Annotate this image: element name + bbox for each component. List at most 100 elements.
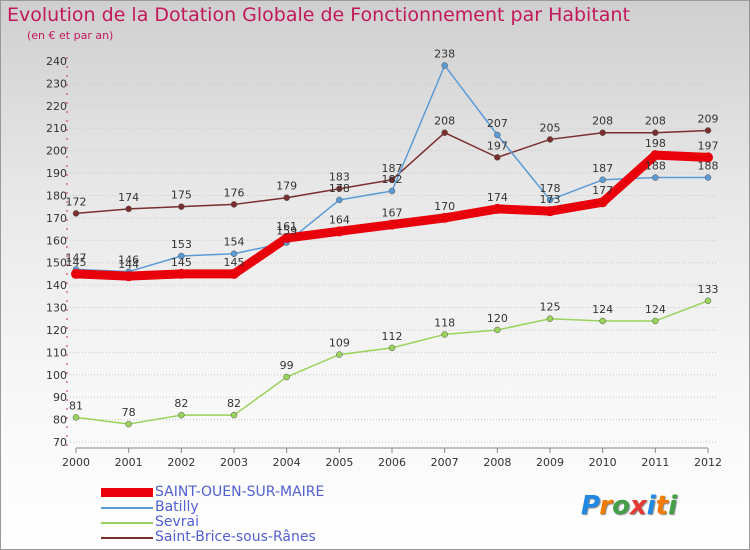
y-tick-label: 160 (46, 234, 67, 247)
chart-title: Evolution de la Dotation Globale de Fonc… (7, 4, 630, 26)
x-tick-label: 2006 (378, 456, 406, 469)
data-point (388, 176, 396, 184)
data-point (283, 194, 290, 201)
data-label: 81 (69, 399, 83, 412)
data-point (703, 152, 713, 163)
data-point (283, 373, 290, 381)
data-label: 124 (645, 303, 666, 316)
data-label: 164 (329, 213, 350, 226)
data-point (494, 326, 501, 334)
y-tick-label: 210 (46, 122, 67, 135)
y-tick-label: 90 (53, 391, 67, 404)
data-label: 118 (434, 316, 455, 329)
data-point (652, 174, 659, 181)
legend-swatch (101, 537, 153, 539)
data-label: 170 (434, 200, 455, 213)
data-label: 176 (224, 186, 245, 199)
data-label: 120 (487, 312, 508, 325)
data-point (546, 315, 554, 322)
data-label: 124 (592, 303, 613, 316)
data-label: 82 (227, 397, 241, 410)
data-point (599, 129, 606, 136)
data-point (336, 196, 343, 204)
y-tick-label: 240 (46, 55, 67, 68)
data-point (599, 176, 606, 184)
logo-letter: i (668, 491, 678, 521)
x-tick-label: 2003 (220, 456, 248, 469)
data-label: 159 (276, 225, 297, 238)
legend-label: Sevrai (155, 514, 200, 530)
data-label: 208 (645, 115, 666, 128)
x-tick-label: 2007 (431, 456, 459, 469)
data-point (334, 226, 345, 237)
data-point (597, 197, 608, 208)
data-point (72, 414, 80, 421)
y-tick-label: 180 (46, 189, 67, 202)
x-tick-label: 2001 (115, 456, 143, 469)
y-tick-label: 150 (46, 257, 67, 270)
data-label: 209 (698, 112, 719, 125)
data-point (281, 233, 292, 244)
data-point (388, 187, 396, 195)
data-point (494, 131, 501, 139)
data-point (71, 268, 81, 279)
data-point (387, 219, 397, 230)
data-label: 153 (171, 238, 192, 251)
data-point (123, 271, 134, 282)
data-label: 178 (540, 182, 561, 195)
data-label: 173 (540, 193, 561, 206)
x-tick-label: 2000 (62, 456, 90, 469)
data-point (546, 196, 554, 204)
y-tick-label: 130 (46, 302, 67, 315)
y-tick-label: 120 (46, 324, 67, 337)
y-tick-label: 110 (46, 346, 67, 359)
x-tick-label: 2002 (167, 456, 195, 469)
y-tick-label: 100 (46, 369, 67, 382)
data-label: 183 (329, 171, 350, 184)
data-label: 187 (382, 162, 403, 175)
data-point (72, 210, 80, 217)
x-tick-label: 2010 (589, 456, 617, 469)
legend-swatch (101, 488, 153, 497)
data-point (336, 185, 343, 192)
data-point (545, 206, 555, 217)
data-label: 174 (118, 191, 139, 204)
logo-letter: i (646, 491, 656, 521)
data-point (229, 268, 239, 279)
data-point (230, 411, 238, 419)
data-point (652, 129, 659, 136)
data-label: 208 (434, 115, 455, 128)
data-point (441, 331, 448, 338)
data-label: 208 (592, 115, 613, 128)
legend-label: Saint-Brice-sous-Rânes (155, 529, 316, 545)
y-tick-label: 220 (46, 100, 67, 113)
data-point (704, 297, 712, 305)
x-tick-label: 2009 (536, 456, 564, 469)
data-point (494, 154, 501, 161)
data-label: 109 (329, 337, 350, 350)
data-point (704, 174, 712, 181)
x-tick-label: 2011 (641, 456, 669, 469)
data-label: 161 (276, 220, 297, 233)
logo-letter: t (655, 491, 669, 521)
logo-letter: x (629, 491, 647, 521)
legend-label: Batilly (155, 499, 199, 515)
x-tick-label: 2012 (694, 456, 722, 469)
data-point (230, 201, 238, 208)
data-label: 133 (698, 283, 719, 296)
data-label: 146 (118, 254, 139, 267)
y-tick-label: 230 (46, 77, 67, 90)
data-label: 112 (382, 330, 403, 343)
legend-swatch (101, 522, 153, 524)
legend-label: SAINT-OUEN-SUR-MAIRE (155, 484, 325, 500)
data-label: 177 (592, 184, 613, 197)
data-label: 99 (280, 359, 294, 372)
data-label: 179 (276, 180, 297, 193)
data-label: 125 (540, 301, 561, 314)
data-label: 188 (698, 160, 719, 173)
data-point (178, 252, 185, 260)
data-point (388, 344, 396, 352)
y-tick-label: 190 (46, 167, 67, 180)
data-label: 198 (645, 137, 666, 150)
